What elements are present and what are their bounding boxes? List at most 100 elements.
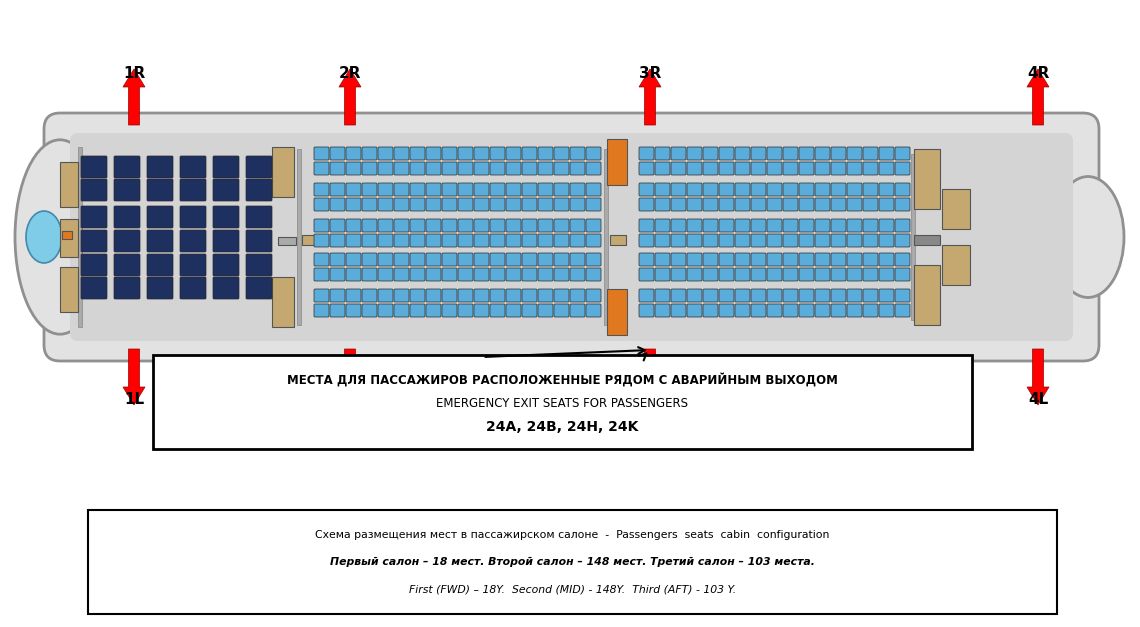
FancyBboxPatch shape [329, 147, 345, 160]
FancyBboxPatch shape [314, 198, 329, 211]
FancyBboxPatch shape [863, 234, 878, 247]
FancyBboxPatch shape [703, 289, 718, 302]
FancyBboxPatch shape [522, 147, 537, 160]
FancyBboxPatch shape [394, 304, 409, 317]
FancyBboxPatch shape [426, 147, 441, 160]
FancyBboxPatch shape [703, 234, 718, 247]
FancyBboxPatch shape [863, 289, 878, 302]
FancyBboxPatch shape [751, 198, 766, 211]
FancyBboxPatch shape [506, 289, 521, 302]
FancyBboxPatch shape [863, 147, 878, 160]
FancyBboxPatch shape [347, 289, 361, 302]
FancyBboxPatch shape [506, 253, 521, 266]
Text: 4R: 4R [1027, 66, 1049, 82]
FancyBboxPatch shape [213, 206, 239, 228]
FancyBboxPatch shape [314, 234, 329, 247]
FancyBboxPatch shape [783, 183, 798, 196]
FancyBboxPatch shape [410, 234, 425, 247]
FancyBboxPatch shape [506, 268, 521, 281]
FancyBboxPatch shape [640, 183, 654, 196]
FancyBboxPatch shape [347, 219, 361, 232]
FancyBboxPatch shape [538, 304, 553, 317]
FancyBboxPatch shape [378, 289, 393, 302]
FancyBboxPatch shape [586, 253, 601, 266]
FancyBboxPatch shape [522, 183, 537, 196]
FancyBboxPatch shape [751, 162, 766, 175]
FancyBboxPatch shape [719, 183, 734, 196]
FancyBboxPatch shape [586, 289, 601, 302]
FancyBboxPatch shape [554, 304, 569, 317]
Bar [298, 149, 301, 325]
FancyBboxPatch shape [378, 183, 393, 196]
FancyBboxPatch shape [246, 254, 272, 276]
FancyBboxPatch shape [799, 289, 814, 302]
FancyBboxPatch shape [426, 304, 441, 317]
FancyBboxPatch shape [831, 183, 846, 196]
FancyBboxPatch shape [363, 147, 377, 160]
FancyBboxPatch shape [895, 304, 910, 317]
FancyBboxPatch shape [847, 253, 862, 266]
FancyBboxPatch shape [799, 198, 814, 211]
FancyBboxPatch shape [363, 304, 377, 317]
FancyBboxPatch shape [687, 304, 702, 317]
FancyBboxPatch shape [458, 234, 473, 247]
FancyBboxPatch shape [687, 198, 702, 211]
FancyBboxPatch shape [735, 234, 750, 247]
FancyBboxPatch shape [329, 219, 345, 232]
Bar [278, 237, 296, 245]
FancyBboxPatch shape [847, 268, 862, 281]
FancyBboxPatch shape [671, 268, 686, 281]
FancyBboxPatch shape [378, 253, 393, 266]
FancyBboxPatch shape [314, 162, 329, 175]
FancyBboxPatch shape [831, 234, 846, 247]
FancyBboxPatch shape [554, 183, 569, 196]
FancyBboxPatch shape [363, 219, 377, 232]
FancyBboxPatch shape [426, 253, 441, 266]
FancyBboxPatch shape [81, 230, 107, 252]
FancyBboxPatch shape [538, 234, 553, 247]
FancyBboxPatch shape [153, 355, 972, 449]
FancyBboxPatch shape [363, 234, 377, 247]
FancyBboxPatch shape [570, 234, 585, 247]
FancyBboxPatch shape [879, 234, 894, 247]
FancyBboxPatch shape [751, 304, 766, 317]
FancyBboxPatch shape [831, 162, 846, 175]
FancyBboxPatch shape [363, 268, 377, 281]
FancyBboxPatch shape [783, 198, 798, 211]
FancyBboxPatch shape [363, 162, 377, 175]
FancyBboxPatch shape [474, 234, 489, 247]
FancyBboxPatch shape [314, 147, 329, 160]
FancyBboxPatch shape [490, 183, 505, 196]
FancyBboxPatch shape [474, 219, 489, 232]
Text: First (FWD) – 18Y.  Second (MID) - 148Y.  Third (AFT) - 103 Y.: First (FWD) – 18Y. Second (MID) - 148Y. … [409, 584, 736, 594]
FancyBboxPatch shape [586, 304, 601, 317]
FancyBboxPatch shape [378, 147, 393, 160]
FancyBboxPatch shape [879, 162, 894, 175]
FancyBboxPatch shape [656, 219, 670, 232]
FancyBboxPatch shape [458, 253, 473, 266]
FancyBboxPatch shape [751, 253, 766, 266]
FancyBboxPatch shape [426, 162, 441, 175]
FancyBboxPatch shape [347, 234, 361, 247]
FancyBboxPatch shape [394, 162, 409, 175]
FancyBboxPatch shape [363, 253, 377, 266]
FancyBboxPatch shape [879, 198, 894, 211]
FancyBboxPatch shape [847, 304, 862, 317]
FancyBboxPatch shape [656, 268, 670, 281]
FancyBboxPatch shape [656, 183, 670, 196]
FancyBboxPatch shape [783, 304, 798, 317]
FancyBboxPatch shape [879, 304, 894, 317]
FancyBboxPatch shape [490, 253, 505, 266]
FancyBboxPatch shape [751, 289, 766, 302]
FancyBboxPatch shape [815, 289, 830, 302]
FancyBboxPatch shape [815, 162, 830, 175]
FancyBboxPatch shape [847, 183, 862, 196]
FancyBboxPatch shape [879, 183, 894, 196]
FancyBboxPatch shape [703, 304, 718, 317]
FancyBboxPatch shape [329, 268, 345, 281]
FancyBboxPatch shape [671, 253, 686, 266]
FancyBboxPatch shape [410, 219, 425, 232]
FancyArrow shape [123, 349, 145, 405]
FancyBboxPatch shape [213, 179, 239, 201]
FancyBboxPatch shape [458, 289, 473, 302]
